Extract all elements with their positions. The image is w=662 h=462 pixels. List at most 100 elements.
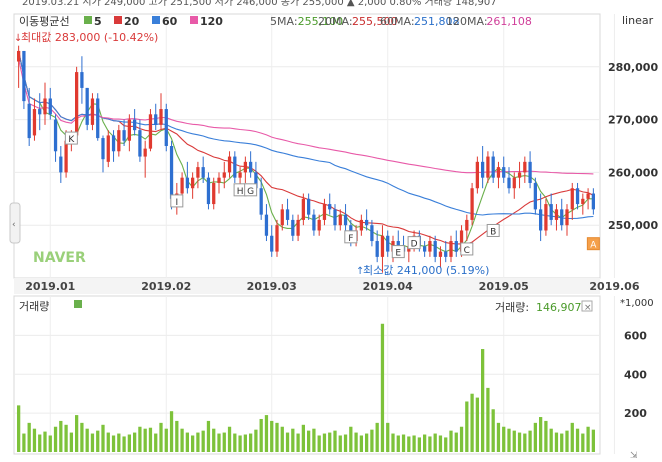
candle: [159, 93, 163, 131]
volume-bar: [386, 422, 390, 452]
resize-handle-icon[interactable]: ⇲: [630, 451, 638, 461]
volume-bar: [227, 426, 232, 452]
candle: [285, 198, 290, 226]
volume-bar: [407, 436, 411, 452]
candle-body: [454, 241, 458, 252]
candle: [96, 93, 100, 141]
volume-bar: [148, 427, 153, 452]
volume-bar: [512, 430, 516, 452]
volume-bar: [27, 422, 31, 452]
candle-body: [164, 109, 168, 146]
volume-bar: [80, 422, 84, 452]
candle-body: [328, 204, 332, 210]
volume-bar: [444, 437, 448, 452]
candle-body: [570, 188, 574, 210]
candle: [243, 156, 247, 183]
candle-body: [127, 119, 131, 141]
volume-bar: [575, 428, 580, 452]
candle-body: [43, 98, 47, 115]
volume-bar: [159, 422, 163, 452]
volume-bar: [143, 428, 147, 452]
volume-bar: [396, 435, 400, 452]
volume-bar: [217, 433, 221, 452]
max-value-arrow-icon: ↓: [14, 33, 22, 44]
min-value-arrow-icon: ↑: [356, 266, 364, 277]
candle: [233, 151, 237, 183]
volume-close-button[interactable]: ×: [581, 300, 593, 313]
candle-body: [423, 246, 427, 252]
candle: [481, 146, 485, 189]
volume-bar: [528, 430, 532, 452]
candle: [264, 204, 269, 242]
volume-bar: [212, 428, 216, 452]
legend-period-ma20: 20: [124, 15, 140, 28]
volume-bar: [412, 435, 416, 452]
candle-body: [433, 241, 437, 257]
candle: [43, 82, 47, 125]
candle: [570, 182, 574, 220]
volume-bar: [291, 428, 295, 452]
candle-body: [196, 167, 200, 178]
volume-bar: [101, 424, 105, 452]
legend-title: 이동평균선: [19, 15, 70, 28]
volume-bar: [401, 434, 406, 452]
candle-body: [133, 119, 137, 131]
candle: [117, 124, 121, 157]
ma-value: 255,500: [352, 15, 398, 28]
candle: [370, 219, 374, 247]
panel-collapse-handle[interactable]: [9, 202, 21, 244]
candle: [322, 198, 327, 226]
candle: [539, 193, 543, 242]
marker-box: [391, 245, 405, 259]
chart-marker-e: E: [391, 245, 405, 259]
candle-body: [491, 156, 495, 178]
candle-body: [539, 209, 543, 231]
candle: [307, 193, 311, 220]
marker-box: [586, 237, 600, 251]
candle-body: [96, 98, 100, 139]
marker-label: G: [247, 187, 254, 197]
marker-box: [407, 236, 421, 250]
candle: [496, 161, 501, 189]
candle-body: [396, 241, 400, 247]
candle-body: [586, 193, 590, 199]
candle: [444, 241, 448, 263]
candle: [138, 119, 142, 162]
volume-bar: [264, 415, 269, 452]
marker-label: D: [411, 240, 418, 250]
marker-label: H: [237, 187, 244, 197]
candle-body: [169, 146, 174, 199]
volume-bar: [43, 431, 47, 452]
candle: [328, 193, 332, 215]
candle-body: [280, 209, 284, 226]
candle-body: [338, 214, 342, 226]
candle-body: [459, 230, 464, 252]
candle: [90, 93, 95, 131]
volume-bar: [433, 433, 437, 452]
min-value-label: 최소값 241,000 (5.19%): [363, 264, 489, 277]
price-tick-label: 260,000: [608, 166, 658, 179]
close-icon: ×: [584, 303, 592, 313]
volume-bar: [491, 409, 495, 452]
candle-body: [322, 204, 327, 220]
candle-body: [291, 219, 295, 236]
volume-bar: [465, 401, 469, 452]
volume-bar: [301, 424, 305, 452]
volume-bar: [359, 435, 363, 452]
volume-bar: [365, 433, 369, 452]
candle: [359, 214, 363, 236]
volume-bar: [206, 420, 211, 452]
volume-bar: [333, 430, 337, 452]
candle-body: [370, 225, 374, 242]
candle: [133, 109, 137, 136]
candle-body: [428, 241, 432, 252]
candle: [365, 209, 369, 231]
volume-bar: [48, 435, 52, 452]
scale-toggle-button[interactable]: linear: [622, 14, 654, 27]
candle: [554, 204, 559, 231]
candle-body: [254, 172, 258, 189]
volume-bar: [233, 433, 237, 452]
candle-body: [122, 130, 126, 141]
candle-body: [259, 188, 263, 215]
